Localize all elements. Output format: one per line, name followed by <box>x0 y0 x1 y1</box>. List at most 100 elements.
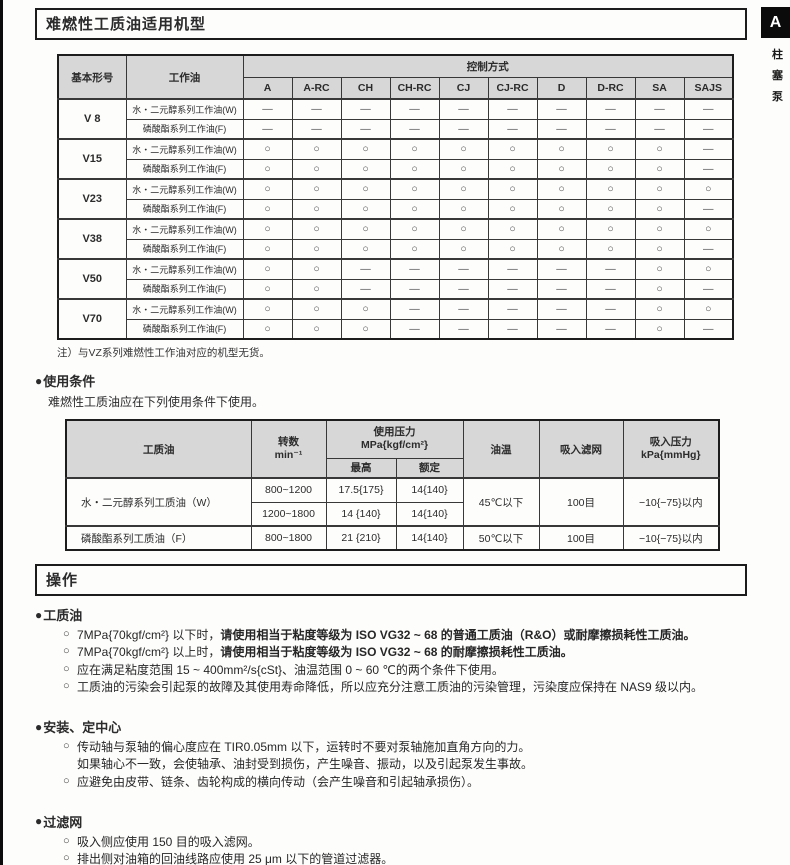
applicability-mark: ○ <box>340 198 391 220</box>
applicability-mark: — <box>438 118 489 140</box>
header-suction-unit: kPa{mmHg} <box>641 449 701 461</box>
applicability-mark: — <box>536 118 587 140</box>
side-tab-label-piston-pump: 柱 塞 泵 <box>772 46 783 104</box>
applicability-mark: ○ <box>242 318 293 340</box>
applicability-mark: ○ <box>683 218 734 240</box>
model-row-w: V70 水・二元醇系列工作油(W) ○ ○ ○ — — — — — ○ ○ <box>57 298 734 340</box>
bullet-icon: ● <box>35 814 43 829</box>
applicability-mark: — <box>683 98 734 120</box>
applicability-mark: ○ <box>536 178 587 200</box>
text-run: 应避免由皮带、链条、齿轮构成的横向传动（会产生噪音和引起轴承损伤）。 <box>77 774 480 789</box>
oil-type-w: 水・二元醇系列工作油(W) <box>125 218 244 240</box>
applicability-mark: ○ <box>242 178 293 200</box>
applicability-mark: ○ <box>585 198 636 220</box>
applicability-mark: ○ <box>438 138 489 160</box>
text-run: 传动轴与泵轴的偏心度应在 TIR0.05mm 以下，运转时不要对泵轴施加直角方向… <box>77 740 531 755</box>
usage-conditions-table: 工质油 转数 min⁻¹ 使用压力 MPa{kgf/cm²} 油温 <box>65 419 721 551</box>
operation-item-list: ○ 7MPa{70kgf/cm²} 以下时，请使用相当于粘度等级为 ISO VG3… <box>63 627 747 696</box>
applicability-mark: ○ <box>389 158 440 180</box>
item-bullet-icon: ○ <box>63 679 70 692</box>
applicability-mark: ○ <box>536 158 587 180</box>
applicability-mark: — <box>487 318 538 340</box>
operation-item: ○ 工质油的污染会引起泵的故障及其使用寿命降低，所以应充分注意工质油的污染管理，污… <box>63 679 747 696</box>
operation-section-title: 操作 <box>35 564 747 596</box>
applicability-mark: ○ <box>340 138 391 160</box>
oil-type-w: 水・二元醇系列工作油(W) <box>125 258 244 280</box>
header-suction-strainer: 吸入滤网 <box>538 419 624 479</box>
side-label-char: 柱 <box>772 49 783 61</box>
applicability-mark: ○ <box>242 198 293 220</box>
applicability-mark: — <box>585 298 636 320</box>
operation-item: ○ 吸入侧应使用 150 目的吸入滤网。 <box>63 834 747 851</box>
applicability-mark: — <box>683 118 734 140</box>
header-control-sa: SA <box>634 76 685 100</box>
usage-conditions-intro: 难燃性工质油应在下列使用条件下使用。 <box>48 395 265 409</box>
usage-value: 1200~1800 <box>250 501 327 527</box>
applicability-mark: — <box>536 258 587 280</box>
item-bullet-icon: ○ <box>63 628 70 640</box>
operation-subheading-text: 工质油 <box>43 608 83 623</box>
bullet-icon: ● <box>35 607 43 622</box>
applicability-mark: — <box>340 118 391 140</box>
usage-conditions-heading-text: 使用条件 <box>43 374 96 389</box>
applicability-mark: ○ <box>634 278 685 300</box>
header-pressure-max: 最高 <box>325 457 397 479</box>
suction-pressure-value: −10{−75}以内 <box>622 525 720 551</box>
side-label-char: 泵 <box>772 91 783 103</box>
operation-item: ○ 应在满足粘度范围 15 ~ 400mm²/s{cSt}、油温范围 0 ~ 60… <box>63 662 747 679</box>
applicability-mark: ○ <box>340 218 391 240</box>
item-bullet-icon: ○ <box>63 834 70 847</box>
usage-value: 17.5{175} <box>325 477 397 503</box>
applicability-mark: ○ <box>389 218 440 240</box>
applicability-mark: ○ <box>585 238 636 260</box>
usage-value: 800~1200 <box>250 477 327 503</box>
applicability-mark: — <box>291 118 342 140</box>
model-row-w: V23 水・二元醇系列工作油(W) ○ ○ ○ ○ ○ ○ ○ ○ ○ ○ <box>57 178 734 220</box>
strainer-value: 100目 <box>538 525 624 551</box>
oil-temp-value: 45℃以下 <box>462 477 540 527</box>
applicability-mark: — <box>487 98 538 120</box>
operation-item: ○ 排出侧对油箱的回油线路应使用 25 μm 以下的管道过滤器。 <box>63 851 747 865</box>
text-run: 请使用相当于粘度等级为 ISO VG32 ~ 68 的普通工质油（R&O）或耐摩… <box>220 628 696 642</box>
operation-item-text: 传动轴与泵轴的偏心度应在 TIR0.05mm 以下，运转时不要对泵轴施加直角方向… <box>77 740 533 771</box>
header-suction-text: 吸入压力 <box>649 435 692 448</box>
table-note: 注）与VZ系列难燃性工作油对应的机型无货。 <box>57 347 270 359</box>
side-tab-a: A <box>761 7 790 38</box>
applicability-mark: ○ <box>536 218 587 240</box>
usage-value: 14{140} <box>395 477 464 503</box>
model-name: V 8 <box>57 98 127 140</box>
operation-subheading: ● 工质油 <box>35 605 747 624</box>
page-edge-line <box>0 0 3 865</box>
operation-subheading: ● 安装、定中心 <box>35 717 747 736</box>
item-bullet-icon: ○ <box>63 774 70 787</box>
applicability-mark: — <box>487 278 538 300</box>
applicability-mark: ○ <box>291 178 342 200</box>
usage-row: 1200~1800 14 {140} 14{140} <box>66 501 719 527</box>
usage-value: 21 {210} <box>325 525 397 551</box>
header-pressure-unit: MPa{kgf/cm²} <box>360 439 429 452</box>
operation-subheading-text: 安装、定中心 <box>43 720 122 736</box>
model-row-f: 磷酸酯系列工作油(F) — — — — — — — — — — <box>58 118 734 140</box>
text-run: 排出侧对油箱的回油线路应使用 25 μm 以下的管道过滤器。 <box>77 852 394 865</box>
applicability-mark: ○ <box>585 158 636 180</box>
model-row-w: V38 水・二元醇系列工作油(W) ○ ○ ○ ○ ○ ○ ○ ○ ○ ○ <box>57 218 734 260</box>
applicability-mark: ○ <box>291 258 342 280</box>
applicability-mark: ○ <box>634 258 685 280</box>
header-fluid: 工质油 <box>65 419 252 479</box>
applicability-mark: ○ <box>634 298 685 320</box>
model-row-f: 磷酸酯系列工作油(F) ○ ○ ○ ○ ○ ○ ○ ○ ○ — <box>58 198 734 220</box>
applicability-mark: ○ <box>242 218 293 240</box>
applicability-mark: ○ <box>389 178 440 200</box>
applicability-mark: — <box>340 98 391 120</box>
applicability-mark: — <box>438 258 489 280</box>
bullet-icon: ● <box>35 373 43 388</box>
applicability-mark: — <box>634 118 685 140</box>
oil-type-f: 磷酸酯系列工作油(F) <box>125 318 244 340</box>
model-row-w: V 8 水・二元醇系列工作油(W) — — — — — — — — — — <box>57 98 734 140</box>
header-control-d: D <box>536 76 587 100</box>
applicability-mark: ○ <box>291 138 342 160</box>
applicability-mark: ○ <box>585 218 636 240</box>
oil-type-w: 水・二元醇系列工作油(W) <box>125 98 244 120</box>
applicability-mark: — <box>389 318 440 340</box>
